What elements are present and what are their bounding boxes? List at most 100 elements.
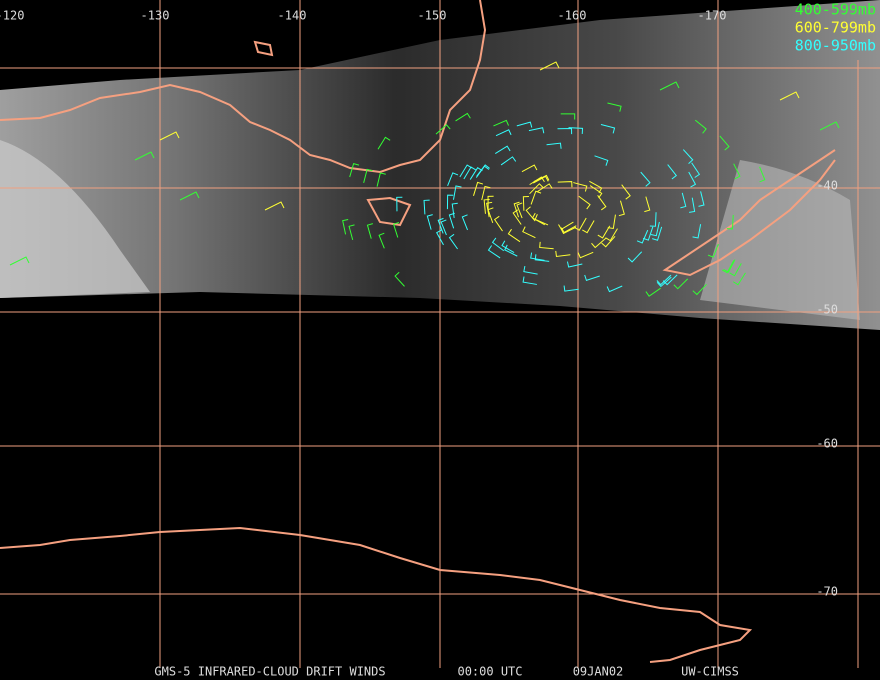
footer-text: 00:00 UTC (457, 665, 522, 679)
wind-barb (649, 212, 657, 227)
wind-barb (546, 142, 562, 149)
wind-barb (451, 202, 458, 218)
wind-barb (530, 252, 545, 261)
wind-barb (819, 121, 840, 131)
cloud-band (0, 140, 150, 298)
wind-barb (376, 172, 386, 187)
wind-barb (645, 287, 661, 297)
coastline (662, 149, 836, 277)
cloud-band (700, 160, 860, 320)
wind-barb (673, 278, 689, 290)
wind-barb (377, 136, 391, 150)
wind-barb (601, 235, 616, 248)
wind-barb (423, 199, 430, 215)
wind-barb (557, 128, 573, 135)
wind-barb (446, 194, 454, 210)
wind-barb (591, 237, 607, 249)
wind-barb (566, 261, 583, 268)
wind-barb (448, 233, 458, 250)
wind-barb (607, 214, 616, 230)
wind-barb (522, 226, 536, 239)
wind-barb (426, 214, 433, 230)
wind-barb (656, 274, 672, 286)
wind-barb (396, 196, 403, 212)
wind-barb (522, 276, 537, 285)
wind-barb (528, 127, 545, 134)
wind-barb (394, 271, 405, 287)
coastline (0, 0, 487, 174)
wind-barb (640, 171, 651, 187)
longitude-label: -140 (278, 9, 307, 23)
wind-barb (589, 180, 603, 194)
coastline (366, 196, 412, 227)
coastline (253, 40, 274, 57)
latitude-label: -60 (816, 437, 838, 451)
wind-barb (495, 129, 512, 137)
wind-barb (523, 265, 538, 275)
wind-barb (577, 251, 594, 259)
wind-barb (606, 285, 623, 293)
wind-barb (560, 113, 576, 120)
wind-barb (578, 195, 591, 210)
wind-barb (698, 191, 705, 207)
wind-barb (644, 196, 651, 213)
wind-barb (662, 274, 678, 286)
wind-barb (500, 156, 517, 166)
longitude-label: -120 (0, 9, 24, 23)
wind-barb (682, 149, 694, 165)
wind-barb (597, 225, 611, 239)
wind-barb (563, 285, 579, 292)
wind-barb (507, 228, 521, 243)
wind-barb (618, 200, 625, 217)
wind-barb (560, 226, 577, 235)
wind-barb (491, 237, 505, 252)
wind-barb (437, 217, 444, 234)
wind-barb (627, 251, 643, 263)
wind-barb (650, 221, 660, 237)
wind-barb (707, 243, 719, 258)
wind-barb (493, 215, 503, 232)
wind-barb (366, 223, 373, 239)
wind-barb (692, 283, 707, 296)
wind-barb (342, 219, 349, 235)
wind-barb (516, 202, 523, 219)
wind-barb (459, 164, 473, 178)
wind-barb (448, 212, 455, 229)
wind-barb (652, 226, 663, 241)
latitude-label: -40 (816, 179, 838, 193)
wind-barb (475, 165, 490, 178)
wind-barb (689, 197, 696, 213)
footer-text: 09JAN02 (573, 665, 624, 679)
wind-barb (667, 164, 678, 180)
wind-barb (719, 135, 730, 151)
wind-barb (539, 61, 560, 71)
wind-barb (733, 163, 741, 180)
wind-barb (521, 164, 538, 173)
wind-barb (512, 209, 522, 225)
wind-barb (636, 229, 649, 244)
wind-barb (659, 81, 680, 91)
wind-barb (539, 241, 554, 250)
wind-barb (533, 174, 550, 183)
wind-barb (159, 131, 180, 141)
coastline (0, 526, 753, 663)
wind-barb (558, 221, 574, 230)
wind-barb (504, 244, 518, 257)
wind-barb (656, 276, 672, 288)
wind-barb (723, 259, 736, 273)
wind-barb (600, 123, 616, 134)
wind-barb (534, 254, 550, 262)
wind-barb (594, 155, 609, 166)
wind-barb (522, 196, 529, 211)
wind-barb (481, 185, 491, 201)
wind-barb (692, 224, 702, 239)
wind-barb (729, 263, 742, 277)
longitude-label: -130 (141, 9, 170, 23)
wind-barb (759, 166, 766, 183)
wind-barb (605, 228, 618, 242)
longitude-label: -170 (698, 9, 727, 23)
wind-barb (557, 181, 573, 188)
wind-barb (688, 171, 697, 188)
